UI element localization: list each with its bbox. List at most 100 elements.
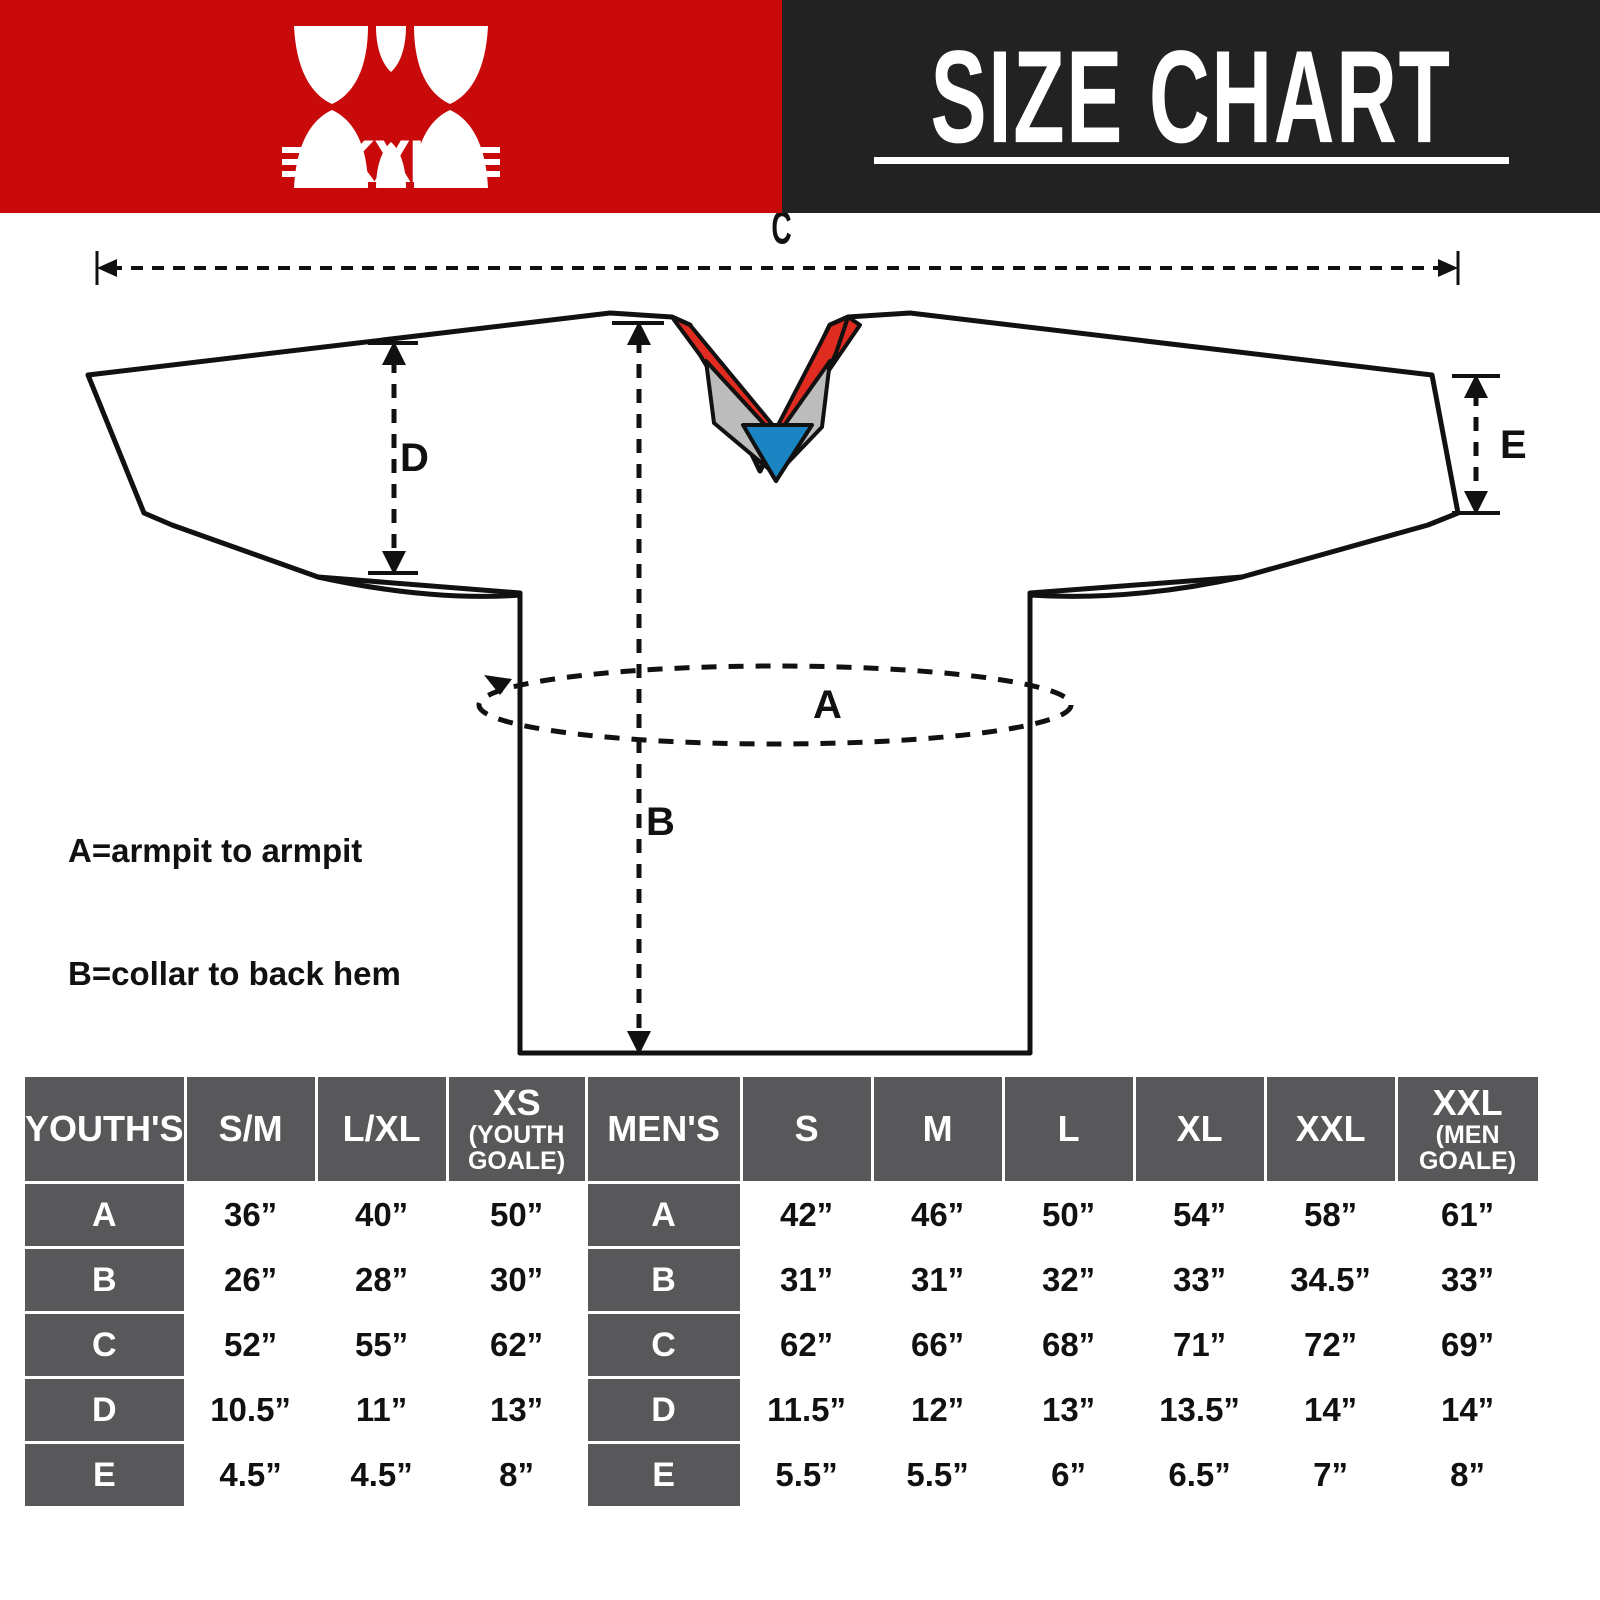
size-chart-table: YOUTH'S S/M L/XL XS (YOUTH GOALE) MEN'S … bbox=[22, 1074, 1541, 1509]
header-cell-l: L bbox=[1004, 1077, 1133, 1181]
header-main: XL bbox=[1176, 1108, 1223, 1150]
cell-men-s: 31” bbox=[742, 1249, 871, 1311]
row-label-youth: D bbox=[25, 1379, 184, 1441]
row-label-men: D bbox=[587, 1379, 740, 1441]
table-row: B 26” 28” 30” B 31” 31” 32” 33” 34.5” 33… bbox=[25, 1249, 1538, 1311]
cell-men-s: 11.5” bbox=[742, 1379, 871, 1441]
row-label-youth: B bbox=[25, 1249, 184, 1311]
cell-men-m: 46” bbox=[873, 1184, 1002, 1246]
header-main: S/M bbox=[218, 1108, 283, 1150]
cell-youth-xs: 30” bbox=[448, 1249, 585, 1311]
table-header-row: YOUTH'S S/M L/XL XS (YOUTH GOALE) MEN'S … bbox=[25, 1077, 1538, 1181]
cell-youth-lxl: 11” bbox=[317, 1379, 446, 1441]
row-label-youth: C bbox=[25, 1314, 184, 1376]
cell-youth-xs: 13” bbox=[448, 1379, 585, 1441]
cell-men-xxl: 34.5” bbox=[1266, 1249, 1395, 1311]
cell-youth-sm: 26” bbox=[186, 1249, 315, 1311]
cell-men-xxl: 58” bbox=[1266, 1184, 1395, 1246]
wordmark-right-bars bbox=[460, 147, 501, 177]
header-cell-xl: XL bbox=[1135, 1077, 1264, 1181]
header-main: XXL bbox=[1432, 1081, 1503, 1123]
cell-men-xxl-goale: 61” bbox=[1397, 1184, 1538, 1246]
header-main: MEN'S bbox=[607, 1108, 720, 1150]
cell-men-xxl-goale: 8” bbox=[1397, 1444, 1538, 1506]
row-label-men: B bbox=[587, 1249, 740, 1311]
table-row: D 10.5” 11” 13” D 11.5” 12” 13” 13.5” 14… bbox=[25, 1379, 1538, 1441]
header-main: S bbox=[794, 1108, 819, 1150]
header-sub: (MEN GOALE) bbox=[1418, 1120, 1517, 1175]
header-cell-lxl: L/XL bbox=[317, 1077, 446, 1181]
jersey-diagram-svg: C D B A bbox=[85, 213, 1527, 1056]
kxk-wordmark: KXK bbox=[0, 132, 782, 192]
row-label-men: A bbox=[587, 1184, 740, 1246]
cell-men-xl: 33” bbox=[1135, 1249, 1264, 1311]
dimension-e bbox=[1452, 374, 1500, 515]
header-sub: (YOUTH GOALE) bbox=[467, 1120, 566, 1175]
cell-men-xxl-goale: 33” bbox=[1397, 1249, 1538, 1311]
cell-youth-lxl: 55” bbox=[317, 1314, 446, 1376]
legend-line-b: B=collar to back hem bbox=[68, 955, 401, 992]
label-c: C bbox=[771, 213, 791, 255]
header-cell-xxl: XXL bbox=[1266, 1077, 1395, 1181]
cell-youth-lxl: 40” bbox=[317, 1184, 446, 1246]
dimension-c bbox=[95, 251, 1460, 285]
cell-men-m: 66” bbox=[873, 1314, 1002, 1376]
header-main: YOUTH'S bbox=[25, 1108, 184, 1150]
cell-men-s: 62” bbox=[742, 1314, 871, 1376]
header-cell-youths: YOUTH'S bbox=[25, 1077, 184, 1181]
jersey-diagram: C D B A bbox=[0, 213, 1600, 1066]
cell-youth-xs: 50” bbox=[448, 1184, 585, 1246]
header-main: XS bbox=[492, 1081, 541, 1123]
cell-men-s: 5.5” bbox=[742, 1444, 871, 1506]
cell-youth-sm: 52” bbox=[186, 1314, 315, 1376]
label-e: E bbox=[1500, 423, 1527, 467]
cell-men-m: 12” bbox=[873, 1379, 1002, 1441]
cell-men-xl: 71” bbox=[1135, 1314, 1264, 1376]
label-d: D bbox=[400, 436, 429, 480]
cell-men-xxl: 72” bbox=[1266, 1314, 1395, 1376]
cell-men-xl: 54” bbox=[1135, 1184, 1264, 1246]
cell-men-xl: 13.5” bbox=[1135, 1379, 1264, 1441]
cell-men-l: 6” bbox=[1004, 1444, 1133, 1506]
legend-line-a: A=armpit to armpit bbox=[68, 832, 363, 869]
collar-blue-triangle bbox=[741, 423, 814, 483]
table-row: E 4.5” 4.5” 8” E 5.5” 5.5” 6” 6.5” 7” 8” bbox=[25, 1444, 1538, 1506]
cell-youth-sm: 4.5” bbox=[186, 1444, 315, 1506]
page-header: KXK SIZE CHART bbox=[0, 0, 1600, 213]
cell-men-xl: 6.5” bbox=[1135, 1444, 1264, 1506]
jersey-seam-lines bbox=[315, 574, 1245, 1056]
label-b: B bbox=[646, 800, 675, 844]
row-label-men: E bbox=[587, 1444, 740, 1506]
cell-men-xxl: 14” bbox=[1266, 1379, 1395, 1441]
cell-men-s: 42” bbox=[742, 1184, 871, 1246]
dimension-b bbox=[612, 321, 664, 1055]
kxk-logo-icon bbox=[294, 25, 488, 188]
brand-logo-panel: KXK bbox=[0, 0, 782, 213]
cell-men-l: 13” bbox=[1004, 1379, 1133, 1441]
cell-youth-sm: 36” bbox=[186, 1184, 315, 1246]
row-label-youth: E bbox=[25, 1444, 184, 1506]
row-label-men: C bbox=[587, 1314, 740, 1376]
wordmark-text: KXK bbox=[334, 128, 449, 195]
cell-men-l: 32” bbox=[1004, 1249, 1133, 1311]
page-title: SIZE CHART bbox=[930, 22, 1452, 171]
dimension-a bbox=[476, 663, 1074, 747]
cell-men-l: 50” bbox=[1004, 1184, 1133, 1246]
wordmark-left-bars bbox=[281, 147, 322, 177]
header-main: M bbox=[922, 1108, 953, 1150]
cell-youth-lxl: 4.5” bbox=[317, 1444, 446, 1506]
jersey-collar bbox=[670, 315, 862, 483]
cell-men-xxl-goale: 14” bbox=[1397, 1379, 1538, 1441]
title-panel: SIZE CHART bbox=[782, 0, 1600, 213]
cell-youth-sm: 10.5” bbox=[186, 1379, 315, 1441]
header-cell-xxl-men-goale: XXL (MEN GOALE) bbox=[1397, 1077, 1538, 1181]
cell-men-m: 5.5” bbox=[873, 1444, 1002, 1506]
cell-men-m: 31” bbox=[873, 1249, 1002, 1311]
cell-men-l: 68” bbox=[1004, 1314, 1133, 1376]
cell-men-xxl-goale: 69” bbox=[1397, 1314, 1538, 1376]
header-main: L/XL bbox=[342, 1108, 421, 1150]
header-cell-sm: S/M bbox=[186, 1077, 315, 1181]
row-label-youth: A bbox=[25, 1184, 184, 1246]
header-cell-mens: MEN'S bbox=[587, 1077, 740, 1181]
header-main: L bbox=[1057, 1108, 1080, 1150]
